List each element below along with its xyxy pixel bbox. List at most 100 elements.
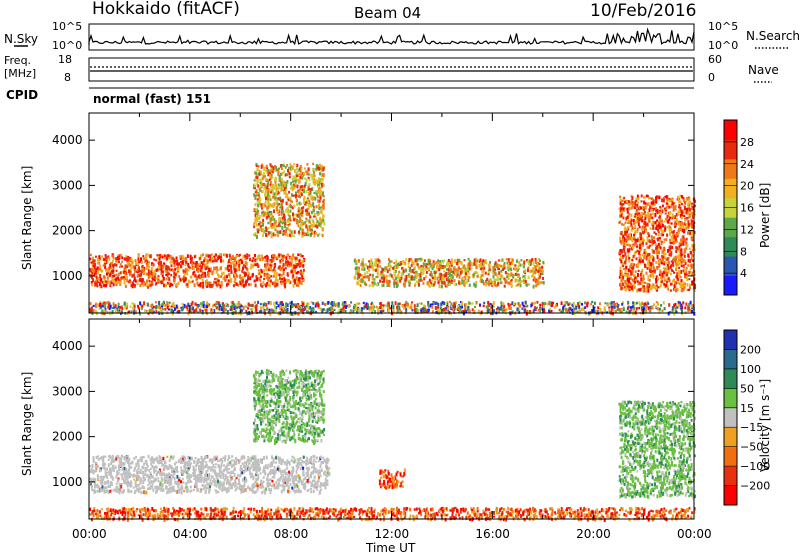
scatter-cell [107, 271, 110, 275]
scatter-cell [620, 215, 622, 218]
scatter-cell [129, 256, 132, 260]
scatter-cell [612, 308, 615, 312]
scatter-cell [507, 277, 510, 280]
scatter-cell [465, 281, 468, 284]
scatter-cell [492, 275, 495, 279]
scatter-cell [542, 260, 545, 264]
scatter-cell [646, 236, 649, 239]
scatter-cell [490, 303, 493, 307]
scatter-cell [298, 271, 301, 274]
scatter-cell [280, 182, 283, 187]
scatter-cell [420, 264, 423, 268]
scatter-cell [622, 279, 625, 282]
scatter-cell [505, 279, 508, 283]
scatter-cell [289, 205, 292, 209]
scatter-cell [382, 284, 385, 287]
scatter-cell [408, 258, 411, 262]
scatter-cell [494, 268, 497, 271]
scatter-cell [393, 278, 396, 282]
scatter-cell [440, 284, 443, 289]
scatter-cell [637, 222, 640, 226]
scatter-cell [450, 273, 453, 278]
scatter-cell [533, 277, 536, 282]
scatter-cell [267, 169, 270, 172]
scatter-cell [532, 309, 535, 314]
scatter-cell [258, 173, 261, 176]
scatter-cell [655, 261, 658, 265]
scatter-cell [224, 278, 226, 281]
scatter-cell [514, 266, 517, 269]
scatter-cell [659, 270, 662, 274]
scatter-cell [343, 301, 346, 305]
scatter-cell [207, 282, 210, 286]
scatter-cell [489, 261, 492, 264]
scatter-cell [671, 238, 674, 242]
scatter-cell [653, 236, 655, 240]
scatter-cell [487, 273, 490, 276]
scatter-cell [219, 284, 222, 289]
scatter-cell [244, 256, 247, 260]
scatter-cell [261, 221, 264, 224]
scatter-cell [680, 304, 683, 307]
scatter-cell [675, 310, 678, 314]
scatter-cell [394, 263, 397, 267]
scatter-cell [264, 265, 267, 269]
scatter-cell [503, 284, 506, 288]
scatter-cell [344, 305, 346, 308]
scatter-cell [386, 304, 389, 308]
scatter-cell [619, 310, 622, 313]
scatter-cell [620, 214, 623, 217]
scatter-cell [104, 254, 107, 257]
scatter-cell [102, 276, 105, 279]
scatter-cell [298, 259, 301, 263]
scatter-cell [212, 258, 215, 263]
scatter-cell [593, 301, 596, 305]
scatter-cell [269, 183, 272, 187]
scatter-cell [640, 227, 643, 231]
scatter-cell [160, 254, 163, 257]
scatter-cell [427, 283, 430, 287]
scatter-cell [192, 266, 195, 271]
scatter-cell [648, 269, 651, 273]
scatter-cell [259, 170, 261, 175]
scatter-cell [644, 226, 647, 229]
scatter-cell [269, 259, 272, 263]
scatter-cell [660, 218, 663, 221]
scatter-cell [310, 210, 313, 215]
scatter-cell [404, 280, 407, 284]
scatter-cell [94, 262, 97, 267]
scatter-cell [299, 217, 302, 221]
scatter-cell [152, 305, 155, 309]
scatter-cell [693, 199, 696, 203]
scatter-cell [658, 219, 661, 223]
scatter-cell [137, 304, 139, 308]
scatter-cell [341, 301, 344, 306]
scatter-cell [625, 310, 628, 314]
scatter-cell [139, 277, 142, 282]
scatter-cell [475, 262, 478, 266]
scatter-cell [636, 280, 639, 283]
scatter-cell [136, 270, 139, 273]
scatter-cell [408, 281, 411, 286]
scatter-cell [150, 275, 153, 278]
scatter-cell [521, 263, 524, 267]
scatter-cell [511, 301, 514, 306]
scatter-cell [182, 277, 185, 281]
scatter-cell [634, 200, 637, 203]
scatter-cell [290, 186, 293, 190]
scatter-cell [387, 308, 390, 313]
scatter-cell [90, 281, 93, 284]
scatter-cell [320, 169, 323, 173]
scatter-cell [270, 203, 273, 208]
scatter-cell [646, 238, 649, 243]
scatter-cell [276, 199, 278, 204]
scatter-cell [680, 261, 683, 264]
scatter-cell [269, 217, 272, 220]
scatter-cell [620, 233, 623, 236]
scatter-cell [201, 301, 204, 306]
scatter-cell [433, 283, 435, 286]
scatter-cell [503, 261, 506, 264]
scatter-cell [637, 201, 639, 205]
scatter-cell [208, 270, 211, 273]
scatter-cell [192, 261, 195, 265]
